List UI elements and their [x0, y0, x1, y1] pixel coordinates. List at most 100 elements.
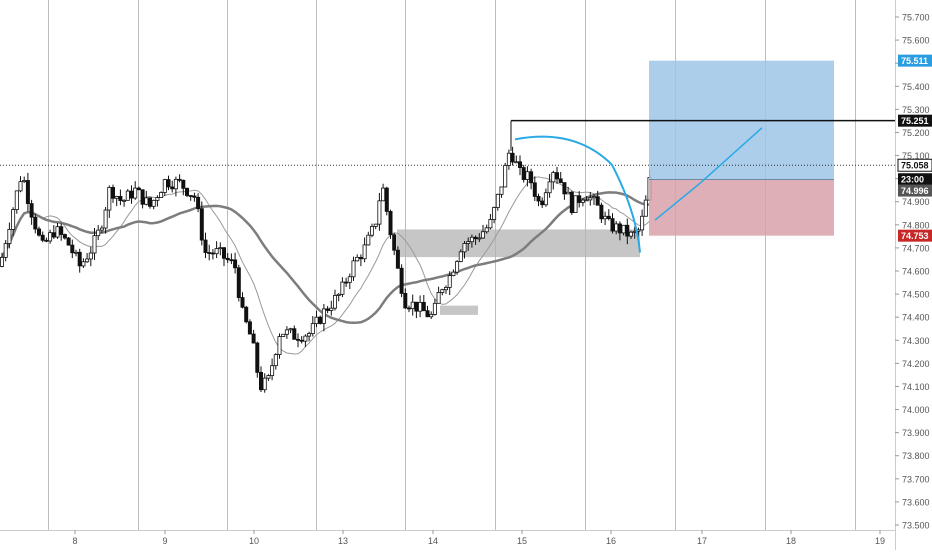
- candle[interactable]: [188, 195, 193, 201]
- projection-line[interactable]: [654, 127, 763, 221]
- candle[interactable]: [62, 233, 67, 240]
- candle[interactable]: [403, 288, 408, 309]
- candle[interactable]: [421, 295, 426, 312]
- candle[interactable]: [440, 288, 445, 296]
- candle[interactable]: [640, 209, 645, 236]
- candle[interactable]: [14, 190, 19, 214]
- candle[interactable]: [392, 232, 397, 256]
- candle[interactable]: [547, 174, 552, 198]
- candle[interactable]: [414, 301, 419, 319]
- candle[interactable]: [122, 199, 127, 207]
- candle[interactable]: [29, 199, 34, 225]
- candle[interactable]: [133, 181, 138, 200]
- candle[interactable]: [88, 246, 93, 267]
- candle[interactable]: [384, 186, 389, 216]
- candle[interactable]: [40, 231, 45, 243]
- candle[interactable]: [295, 333, 300, 348]
- candle[interactable]: [233, 252, 238, 274]
- candle[interactable]: [221, 246, 226, 267]
- candle[interactable]: [562, 182, 567, 200]
- candle[interactable]: [580, 198, 585, 207]
- candle[interactable]: [307, 331, 312, 342]
- candle[interactable]: [584, 195, 589, 202]
- candle[interactable]: [136, 186, 141, 191]
- drawings[interactable]: [0, 60, 895, 253]
- candle[interactable]: [59, 223, 64, 241]
- candle[interactable]: [447, 271, 452, 296]
- candle[interactable]: [288, 327, 293, 334]
- candle[interactable]: [103, 207, 108, 234]
- candle[interactable]: [462, 240, 467, 259]
- candle[interactable]: [425, 305, 430, 318]
- price-axis[interactable]: 75.70075.60075.50075.40075.30075.20075.1…: [895, 0, 932, 550]
- candle[interactable]: [0, 252, 4, 268]
- candle[interactable]: [192, 192, 197, 202]
- candle[interactable]: [503, 162, 508, 188]
- candle[interactable]: [3, 240, 8, 262]
- candle[interactable]: [111, 184, 116, 203]
- candle[interactable]: [381, 183, 386, 202]
- candle[interactable]: [532, 176, 537, 202]
- candle[interactable]: [284, 326, 289, 339]
- candle[interactable]: [147, 197, 152, 209]
- time-axis[interactable]: 8 9 10 13 14 15 16 17 18 19: [0, 530, 895, 546]
- candle[interactable]: [495, 193, 500, 211]
- last-price-label[interactable]: 75.058: [901, 161, 929, 171]
- candle[interactable]: [477, 233, 482, 243]
- candle[interactable]: [551, 170, 556, 190]
- candle[interactable]: [443, 285, 448, 294]
- candle[interactable]: [362, 237, 367, 263]
- candle[interactable]: [225, 252, 230, 263]
- resistance-price-label[interactable]: 75.251: [901, 116, 929, 126]
- candle[interactable]: [129, 185, 134, 204]
- candle[interactable]: [436, 286, 441, 304]
- candle[interactable]: [74, 249, 79, 257]
- candle[interactable]: [325, 306, 330, 314]
- candle[interactable]: [514, 155, 519, 164]
- candle[interactable]: [99, 225, 104, 234]
- candle[interactable]: [340, 277, 345, 298]
- candle[interactable]: [184, 187, 189, 198]
- candle[interactable]: [303, 334, 308, 347]
- bar-countdown-label[interactable]: 23:00: [901, 175, 924, 185]
- candle[interactable]: [432, 298, 437, 316]
- candle[interactable]: [166, 175, 171, 191]
- candle[interactable]: [22, 176, 27, 184]
- candle[interactable]: [451, 269, 456, 277]
- candle[interactable]: [314, 310, 319, 328]
- candle[interactable]: [536, 193, 541, 207]
- candle[interactable]: [81, 258, 86, 268]
- entry-price-label[interactable]: 74.996: [901, 186, 929, 196]
- candle[interactable]: [18, 176, 23, 193]
- candle[interactable]: [418, 295, 423, 318]
- candle[interactable]: [499, 186, 504, 198]
- candle[interactable]: [366, 231, 371, 246]
- candle[interactable]: [92, 228, 97, 260]
- candle[interactable]: [170, 180, 175, 193]
- candle[interactable]: [107, 185, 112, 218]
- candle[interactable]: [329, 300, 334, 316]
- candle[interactable]: [480, 224, 485, 239]
- candle[interactable]: [455, 260, 460, 275]
- candle[interactable]: [196, 193, 201, 213]
- candle[interactable]: [606, 209, 611, 221]
- candle[interactable]: [558, 171, 563, 184]
- candle[interactable]: [11, 207, 16, 236]
- candle[interactable]: [625, 218, 630, 245]
- candle[interactable]: [543, 188, 548, 207]
- candle[interactable]: [162, 178, 167, 196]
- candle[interactable]: [181, 179, 186, 196]
- candle[interactable]: [203, 232, 208, 259]
- candle[interactable]: [617, 221, 622, 241]
- candle[interactable]: [566, 186, 571, 195]
- candle[interactable]: [599, 202, 604, 223]
- candle[interactable]: [540, 197, 545, 208]
- candle[interactable]: [7, 222, 12, 249]
- candle[interactable]: [469, 234, 474, 248]
- candle[interactable]: [466, 237, 471, 251]
- candle[interactable]: [377, 192, 382, 231]
- candle[interactable]: [125, 189, 130, 201]
- candle[interactable]: [484, 224, 489, 234]
- candle[interactable]: [77, 248, 82, 273]
